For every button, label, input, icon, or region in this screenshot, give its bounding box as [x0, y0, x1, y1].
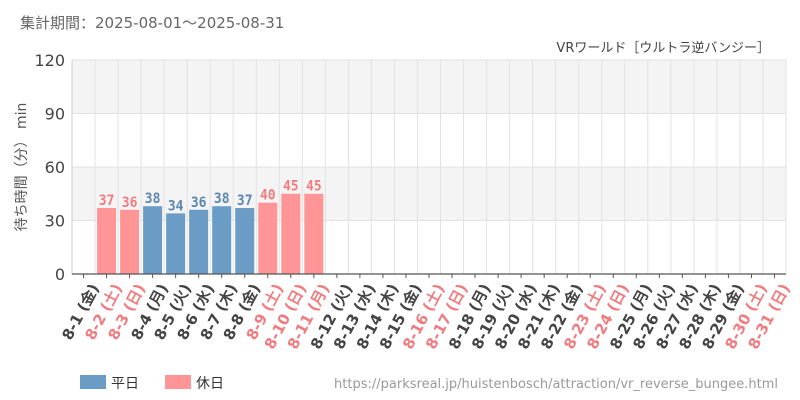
- bar: [281, 193, 301, 274]
- bar-value-label: 45: [306, 178, 322, 195]
- bar-value-label: 45: [283, 178, 299, 195]
- y-tick-label: 30: [45, 212, 65, 231]
- legend-swatch-holiday: [165, 375, 191, 389]
- bar: [120, 209, 140, 274]
- bar: [97, 208, 117, 274]
- legend-swatch-weekday: [80, 375, 106, 389]
- legend-label-weekday: 平日: [111, 376, 139, 392]
- bar-value-label: 36: [122, 194, 138, 211]
- period-label: 集計期間：2025-08-01～2025-08-31: [20, 14, 284, 32]
- bar: [258, 202, 278, 274]
- bar: [166, 213, 186, 274]
- bar: [212, 206, 232, 274]
- bar: [143, 206, 163, 274]
- bar-value-label: 36: [191, 194, 207, 211]
- bar-value-labels: 37 36 38 34 36 38 37 40 45 45: [99, 178, 322, 214]
- bar-value-label: 40: [260, 187, 276, 204]
- attraction-name: VRワールド［ウルトラ逆バンジー］: [556, 40, 770, 56]
- y-axis: 0 30 60 90 120: [34, 51, 73, 284]
- bars: [97, 193, 324, 274]
- bar-value-label: 38: [214, 191, 230, 208]
- y-tick-label: 0: [55, 265, 65, 284]
- bar-value-label: 34: [168, 198, 184, 215]
- bar: [235, 208, 255, 274]
- y-tick-label: 60: [45, 158, 65, 177]
- y-tick-label: 90: [45, 105, 65, 124]
- legend: 平日 休日: [80, 375, 224, 392]
- x-axis: 8-1 (金)8-2 (土)8-3 (日)8-4 (月)8-5 (火)8-6 (…: [58, 273, 794, 352]
- plot-band: [72, 113, 786, 167]
- legend-label-holiday: 休日: [196, 376, 224, 392]
- y-tick-label: 120: [34, 51, 65, 70]
- bar: [304, 193, 324, 274]
- source-url: https://parksreal.jp/huistenbosch/attrac…: [334, 377, 778, 392]
- bar: [189, 209, 209, 274]
- bar-value-label: 38: [145, 191, 161, 208]
- bar-value-label: 37: [99, 193, 115, 210]
- plot-background: [72, 60, 786, 274]
- y-axis-title: 待ち時間（分） min: [14, 103, 30, 232]
- plot-band: [72, 60, 786, 114]
- bar-value-label: 37: [237, 193, 253, 210]
